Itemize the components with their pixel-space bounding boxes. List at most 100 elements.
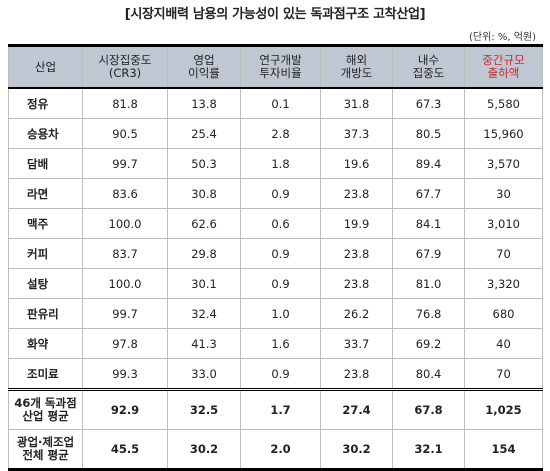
cell-domestic: 69.2: [392, 328, 465, 359]
cell-shipment: 40: [464, 328, 543, 359]
cell-open: 19.6: [320, 148, 393, 179]
summary-label-line1: 46개 독과점: [14, 396, 77, 410]
cell-open: 23.8: [320, 268, 393, 299]
cell-margin: 30.8: [167, 178, 241, 209]
summary-cell-rnd: 1.7: [240, 389, 321, 430]
cell-margin: 50.3: [167, 148, 241, 179]
cell-shipment: 5,580: [464, 87, 543, 119]
cell-shipment: 30: [464, 178, 543, 209]
header-rnd-ratio: 연구개발 투자비율: [240, 45, 321, 89]
summary-label: 46개 독과점 산업 평균: [8, 389, 83, 430]
cell-margin: 33.0: [167, 358, 241, 390]
industry-name: 커피: [8, 238, 83, 269]
table-row: 설탕 100.0 30.1 0.9 23.8 81.0 3,320: [8, 268, 543, 299]
cell-domestic: 80.4: [392, 358, 465, 390]
summary-cell-margin: 30.2: [167, 429, 241, 470]
header-row: 산업 시장집중도 (CR3) 영업 이익률 연구개발 투자비율 해외 개방도 내수 집중도…: [8, 45, 543, 89]
cell-margin: 13.8: [167, 87, 241, 119]
industry-name: 판유리: [8, 298, 83, 329]
cell-shipment: 3,570: [464, 148, 543, 179]
table-row: 화약 97.8 41.3 1.6 33.7 69.2 40: [8, 328, 543, 359]
table-title: [시장지배력 남용의 가능성이 있는 독과점구조 고착산업]: [124, 7, 426, 22]
cell-cr3: 99.7: [82, 148, 168, 179]
summary-cell-cr3: 45.5: [82, 429, 168, 470]
cell-shipment: 680: [464, 298, 543, 329]
summary-label-line2: 전체 평균: [22, 448, 69, 462]
cell-cr3: 100.0: [82, 268, 168, 299]
cell-rnd: 0.9: [240, 268, 321, 299]
cell-cr3: 90.5: [82, 118, 168, 149]
cell-open: 37.3: [320, 118, 393, 149]
summary-cell-shipment: 1,025: [464, 389, 543, 430]
cell-margin: 25.4: [167, 118, 241, 149]
cell-rnd: 1.8: [240, 148, 321, 179]
cell-open: 19.9: [320, 208, 393, 239]
cell-margin: 62.6: [167, 208, 241, 239]
cell-domestic: 80.5: [392, 118, 465, 149]
cell-domestic: 76.8: [392, 298, 465, 329]
header-operating-margin: 영업 이익률: [167, 45, 241, 89]
cell-rnd: 0.9: [240, 358, 321, 390]
monopoly-industry-table: 산업 시장집중도 (CR3) 영업 이익률 연구개발 투자비율 해외 개방도 내수 집중도…: [8, 44, 543, 471]
industry-name: 정유: [8, 87, 83, 119]
cell-shipment: 15,960: [464, 118, 543, 149]
cell-margin: 30.1: [167, 268, 241, 299]
cell-rnd: 0.9: [240, 178, 321, 209]
industry-name: 승용차: [8, 118, 83, 149]
cell-open: 23.8: [320, 358, 393, 390]
cell-rnd: 2.8: [240, 118, 321, 149]
cell-rnd: 1.0: [240, 298, 321, 329]
cell-shipment: 3,320: [464, 268, 543, 299]
cell-margin: 41.3: [167, 328, 241, 359]
table-row: 승용차 90.5 25.4 2.8 37.3 80.5 15,960: [8, 118, 543, 149]
cell-domestic: 67.9: [392, 238, 465, 269]
cell-rnd: 0.9: [240, 238, 321, 269]
cell-shipment: 70: [464, 358, 543, 390]
table-row: 조미료 99.3 33.0 0.9 23.8 80.4 70: [8, 358, 543, 390]
summary-label-line1: 광업·제조업: [16, 435, 75, 449]
cell-domestic: 89.4: [392, 148, 465, 179]
table-row: 맥주 100.0 62.6 0.6 19.9 84.1 3,010: [8, 208, 543, 239]
cell-domestic: 67.3: [392, 87, 465, 119]
summary-cell-open: 27.4: [320, 389, 393, 430]
unit-note: (단위: %, 억원): [468, 32, 536, 43]
cell-open: 33.7: [320, 328, 393, 359]
industry-name: 라면: [8, 178, 83, 209]
cell-shipment: 3,010: [464, 208, 543, 239]
cell-open: 23.8: [320, 238, 393, 269]
table-row: 판유리 99.7 32.4 1.0 26.2 76.8 680: [8, 298, 543, 329]
summary-cell-cr3: 92.9: [82, 389, 168, 430]
header-openness: 해외 개방도: [320, 45, 393, 89]
cell-margin: 32.4: [167, 298, 241, 329]
table-row: 커피 83.7 29.8 0.9 23.8 67.9 70: [8, 238, 543, 269]
summary-row: 46개 독과점 산업 평균 92.9 32.5 1.7 27.4 67.8 1,025: [8, 389, 543, 430]
cell-rnd: 0.6: [240, 208, 321, 239]
cell-cr3: 97.8: [82, 328, 168, 359]
header-cr3: 시장집중도 (CR3): [82, 45, 168, 89]
cell-domestic: 67.7: [392, 178, 465, 209]
summary-cell-shipment: 154: [464, 429, 543, 470]
cell-cr3: 83.7: [82, 238, 168, 269]
summary-cell-margin: 32.5: [167, 389, 241, 430]
summary-row: 광업·제조업 전체 평균 45.5 30.2 2.0 30.2 32.1 154: [8, 429, 543, 470]
cell-rnd: 0.1: [240, 87, 321, 119]
cell-cr3: 81.8: [82, 87, 168, 119]
cell-rnd: 1.6: [240, 328, 321, 359]
header-shipment: 중간규모 출하액: [464, 45, 543, 89]
summary-cell-rnd: 2.0: [240, 429, 321, 470]
table-row: 담배 99.7 50.3 1.8 19.6 89.4 3,570: [8, 148, 543, 179]
cell-open: 26.2: [320, 298, 393, 329]
industry-name: 담배: [8, 148, 83, 179]
summary-cell-open: 30.2: [320, 429, 393, 470]
cell-domestic: 81.0: [392, 268, 465, 299]
cell-margin: 29.8: [167, 238, 241, 269]
industry-name: 맥주: [8, 208, 83, 239]
summary-cell-domestic: 32.1: [392, 429, 465, 470]
header-industry: 산업: [8, 45, 83, 89]
cell-open: 31.8: [320, 87, 393, 119]
cell-cr3: 99.7: [82, 298, 168, 329]
table-row: 라면 83.6 30.8 0.9 23.8 67.7 30: [8, 178, 543, 209]
table-row: 정유 81.8 13.8 0.1 31.8 67.3 5,580: [8, 87, 543, 119]
industry-name: 설탕: [8, 268, 83, 299]
summary-label-line2: 산업 평균: [22, 409, 69, 423]
